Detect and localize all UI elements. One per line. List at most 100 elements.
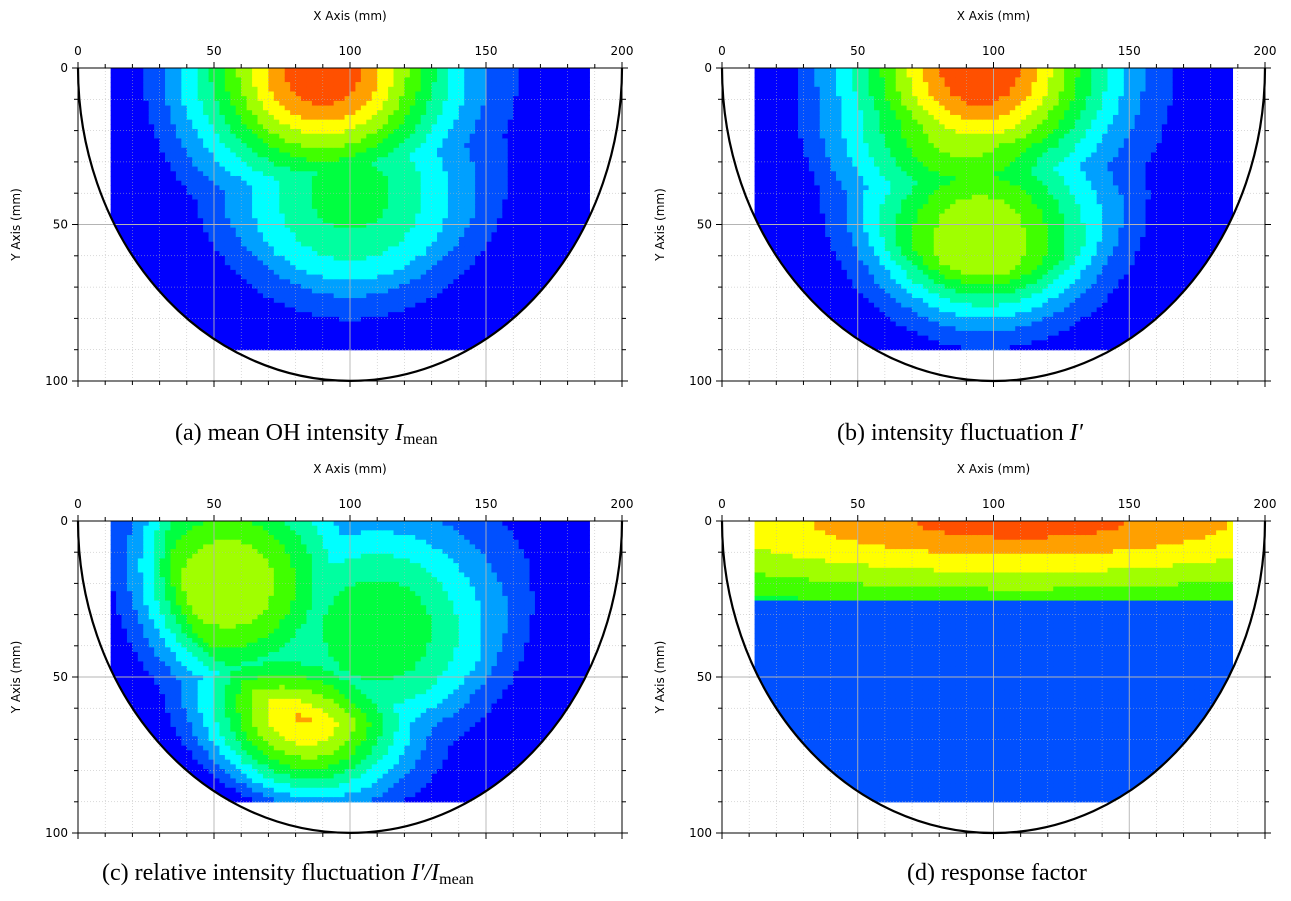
heat-cell	[393, 316, 400, 323]
heat-cell	[186, 175, 193, 182]
heat-cell	[453, 213, 460, 219]
heat-cell	[518, 166, 525, 172]
heat-cell	[409, 251, 416, 257]
heat-cell	[507, 227, 514, 233]
heat-cell	[496, 180, 503, 186]
heat-cell	[301, 293, 308, 299]
heat-cell	[197, 241, 204, 248]
heat-cell	[235, 340, 242, 346]
heat-cell	[214, 204, 221, 210]
heat-cell	[393, 255, 400, 262]
heat-cell	[409, 157, 416, 163]
heat-cell	[409, 77, 416, 83]
heat-cell	[333, 345, 340, 351]
heat-cell	[257, 218, 264, 224]
heat-cell	[475, 293, 482, 299]
heat-cell	[165, 166, 172, 172]
heat-cell	[529, 283, 536, 290]
heat-cell	[170, 265, 177, 271]
heat-cell	[458, 218, 465, 224]
heat-cell	[301, 110, 308, 116]
heat-cell	[306, 340, 313, 346]
heat-cell	[366, 171, 373, 177]
heat-cell	[317, 298, 324, 304]
heat-cell	[388, 96, 395, 102]
heat-cell	[420, 110, 427, 116]
heat-cell	[415, 199, 422, 205]
heat-cell	[186, 237, 193, 243]
heat-cell	[453, 279, 460, 285]
heat-cell	[464, 138, 471, 144]
heat-cell	[322, 335, 329, 341]
heat-cell	[442, 143, 449, 149]
heat-cell	[545, 241, 552, 248]
heat-cell	[344, 133, 351, 140]
heat-cell	[290, 208, 297, 215]
heat-cell	[529, 307, 536, 313]
heat-cell	[398, 199, 405, 205]
heat-cell	[241, 293, 248, 299]
heat-cell	[290, 316, 297, 323]
heat-cell	[295, 269, 302, 276]
heat-cell	[513, 138, 520, 144]
heat-cell	[328, 307, 335, 313]
heat-cell	[333, 110, 340, 116]
heat-cell	[529, 190, 536, 196]
heat-cell	[208, 260, 215, 266]
heat-cell	[159, 161, 166, 168]
heat-cell	[480, 255, 487, 262]
heat-cell	[545, 133, 552, 140]
heat-cell	[344, 335, 351, 341]
heat-cell	[540, 82, 547, 88]
heat-cell	[491, 185, 498, 191]
heat-cell	[453, 265, 460, 271]
heat-cell	[371, 312, 378, 318]
heat-cell	[398, 321, 405, 327]
heat-cell	[524, 283, 531, 290]
heat-cell	[235, 82, 242, 88]
heat-cell	[431, 157, 438, 163]
heat-cell	[175, 133, 182, 140]
heat-cell	[219, 237, 226, 243]
heat-cell	[464, 147, 471, 154]
heat-cell	[262, 265, 269, 271]
heat-cell	[165, 222, 172, 229]
heat-cell	[377, 171, 384, 177]
heat-cell	[409, 105, 416, 111]
heat-cell	[121, 175, 128, 182]
heat-cell	[137, 251, 144, 257]
heat-cell	[126, 213, 133, 219]
heat-cell	[170, 237, 177, 243]
heat-cell	[404, 157, 411, 163]
heat-cell	[143, 96, 150, 102]
heat-cell	[132, 246, 139, 252]
heat-cell	[110, 237, 117, 243]
heat-cell	[355, 175, 362, 182]
heat-cell	[159, 237, 166, 243]
heat-cell	[377, 246, 384, 252]
heat-cell	[344, 232, 351, 238]
heat-cell	[284, 288, 291, 294]
heat-cell	[159, 232, 166, 238]
heat-cell	[371, 138, 378, 144]
heat-cell	[284, 129, 291, 135]
heat-cell	[469, 133, 476, 140]
heat-cell	[388, 246, 395, 252]
heat-cell	[219, 157, 226, 163]
heat-cell	[442, 105, 449, 111]
heat-cell	[203, 77, 210, 83]
heat-cell	[208, 190, 215, 196]
heat-cell	[257, 180, 264, 186]
heat-cell	[442, 161, 449, 168]
heat-cell	[393, 175, 400, 182]
heat-cell	[507, 279, 514, 285]
heat-cell	[382, 82, 389, 88]
heat-cell	[458, 100, 465, 107]
heat-cell	[203, 110, 210, 116]
heat-cell	[143, 194, 150, 201]
heat-cell	[224, 110, 231, 116]
heat-cell	[235, 298, 242, 304]
heat-cell	[382, 143, 389, 149]
heat-cell	[469, 265, 476, 271]
heat-cell	[442, 204, 449, 210]
